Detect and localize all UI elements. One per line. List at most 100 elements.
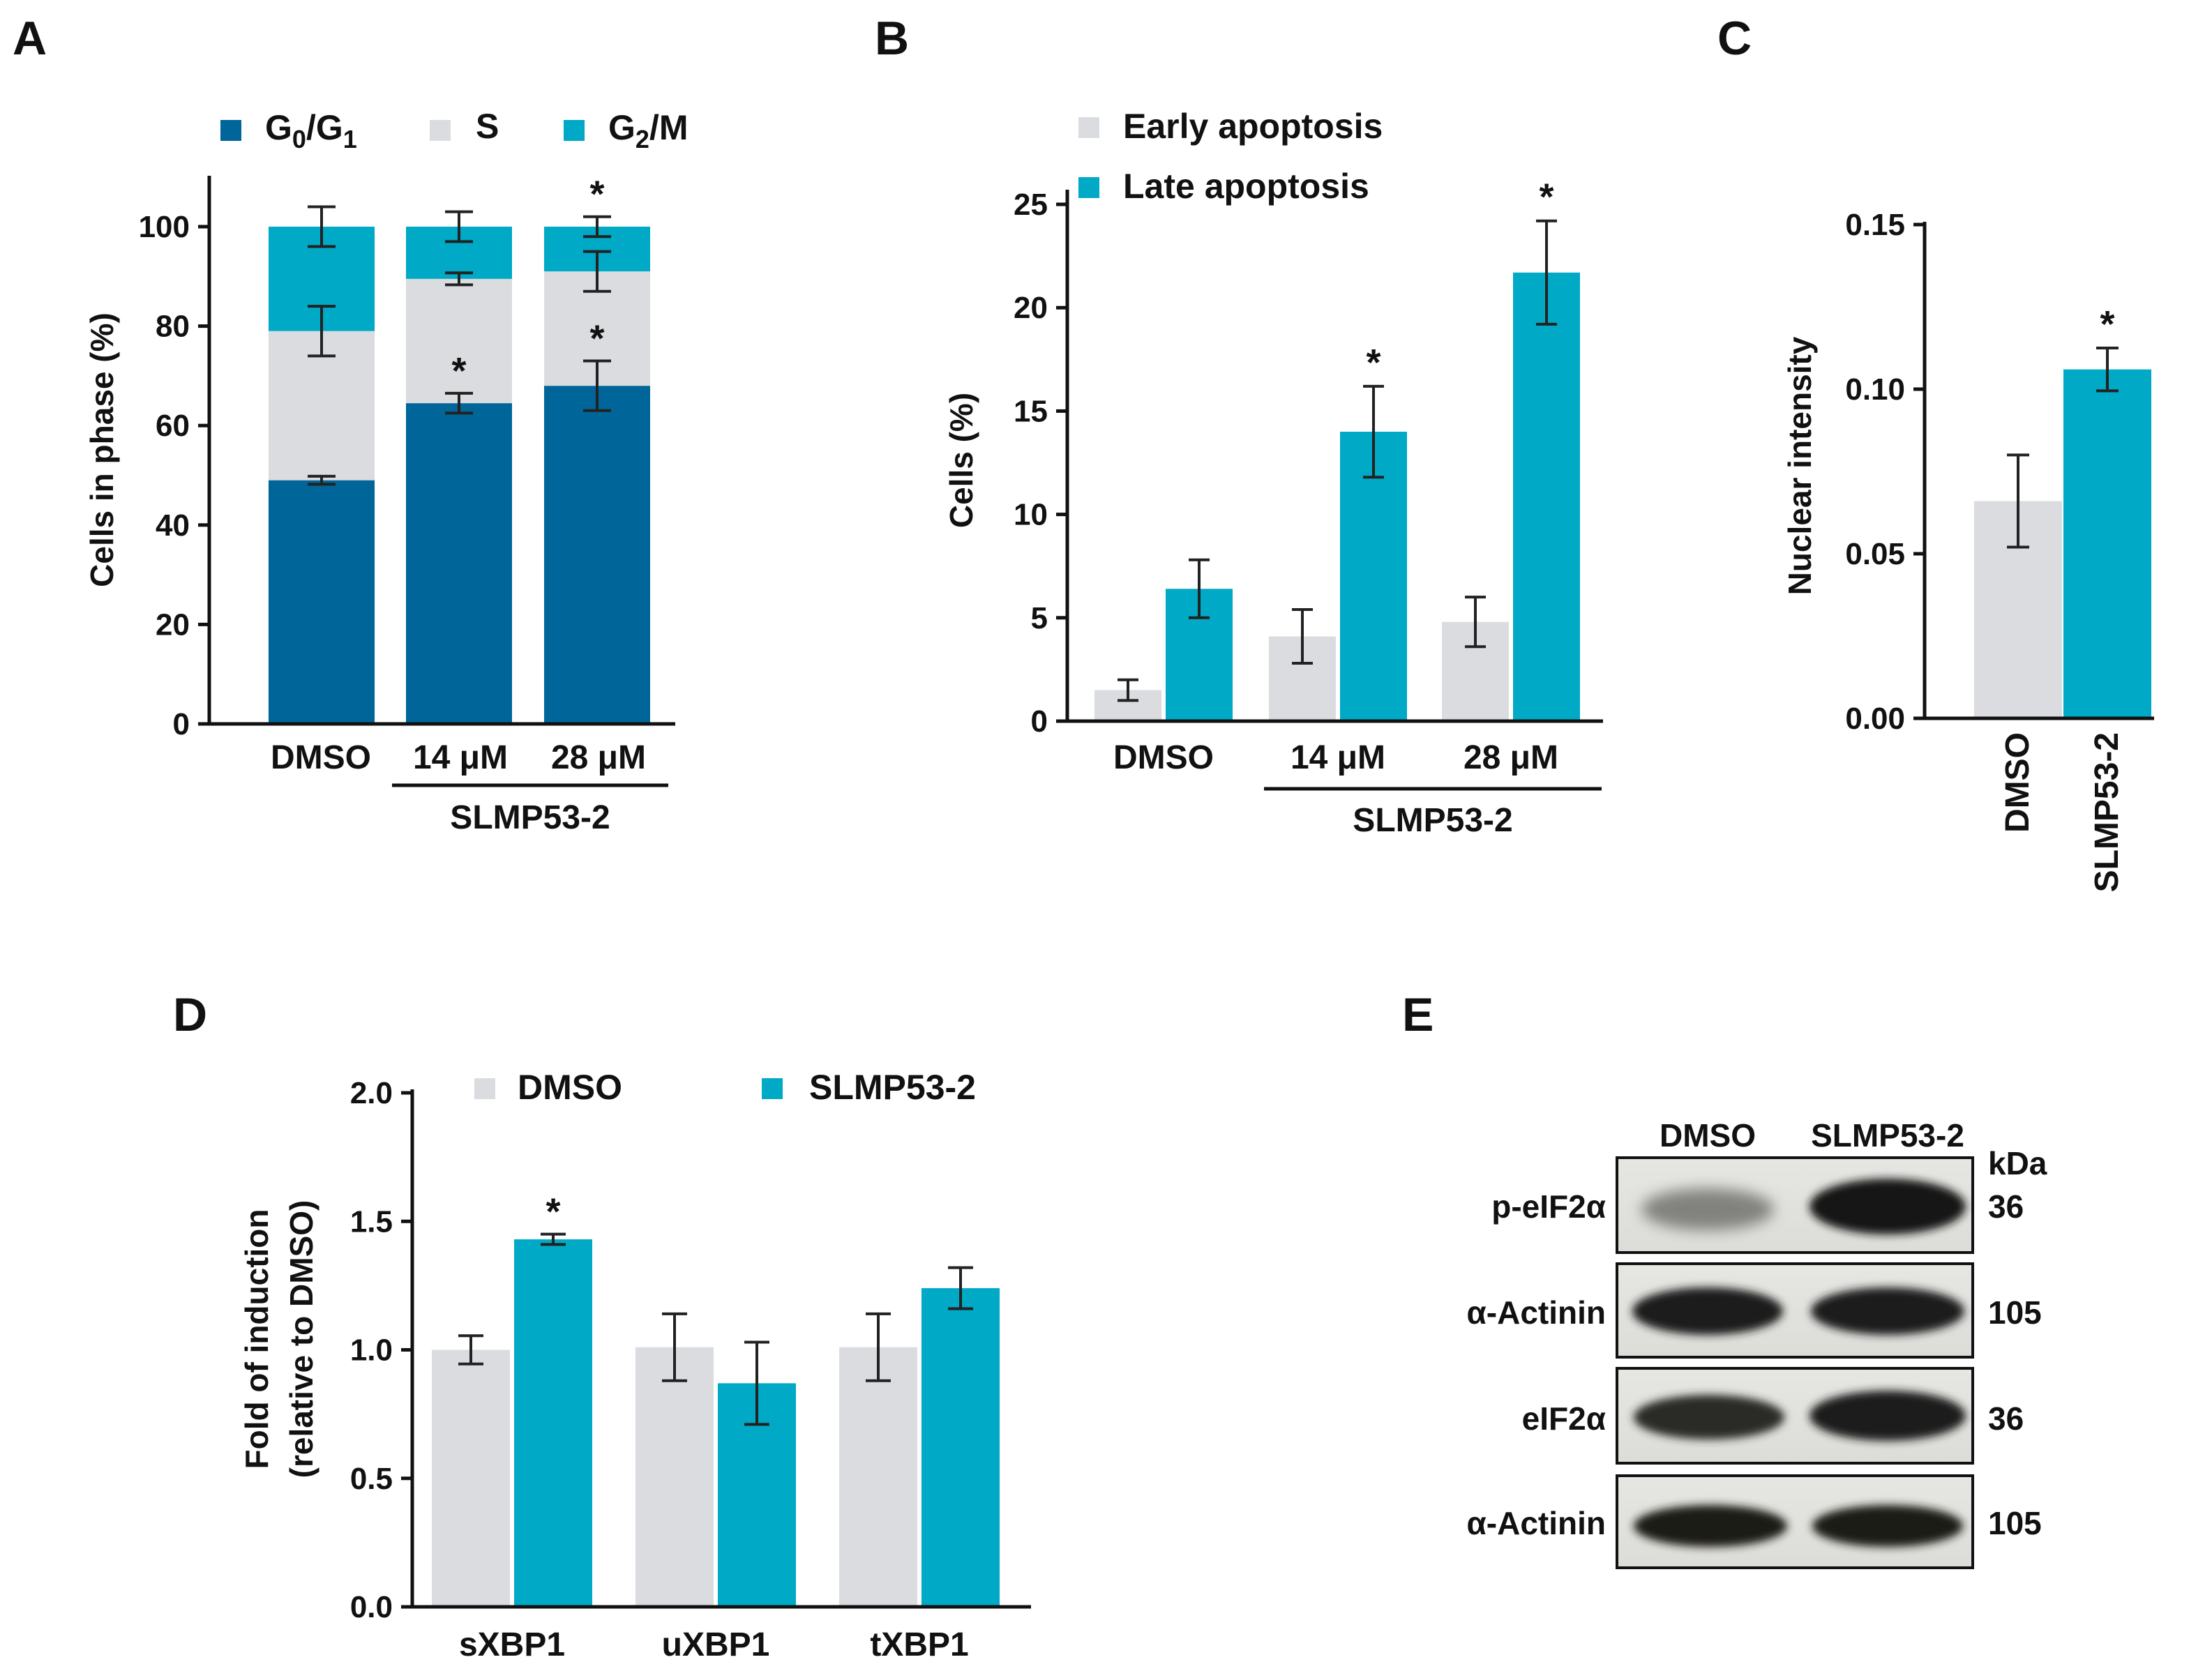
category-label-d-1: uXBP1 xyxy=(662,1626,770,1663)
legend-label-dmso: DMSO xyxy=(518,1068,622,1107)
panel-c-nuclear-intensity-chart: * 0.00 0.05 0.10 0.15 Nuclear intensity DMS… xyxy=(1782,208,2154,892)
legend-label-s: S xyxy=(476,107,499,146)
bars-a: * * * xyxy=(269,174,650,724)
panel-label-e: E xyxy=(1402,988,1434,1041)
error-bar-d-2-1 xyxy=(948,1266,973,1310)
blot-row-label-2: eIF2α xyxy=(1522,1400,1606,1437)
bar-d-2-0 xyxy=(839,1347,917,1607)
bar-a-2-0 xyxy=(544,386,650,724)
blot-band-3-slmp xyxy=(1812,1505,1963,1547)
blot-row-label-3: α-Actinin xyxy=(1467,1505,1606,1541)
blot-row-label-0: p-eIF2α xyxy=(1491,1188,1606,1225)
panel-a-cell-cycle-chart: G0/G1 S G2/M * * * 0 20 40 60 80 100 Cells in p… xyxy=(84,107,688,836)
blot-column-label-1: SLMP53-2 xyxy=(1811,1117,1964,1154)
b-tick-label-3: 15 xyxy=(1014,394,1048,428)
panel-label-c: C xyxy=(1717,12,1752,65)
legend-label-g0g1: G0/G1 xyxy=(265,108,357,153)
bar-d-2-1 xyxy=(921,1288,1000,1607)
bar-a-1-0 xyxy=(406,403,512,724)
bar-a-0-0 xyxy=(269,480,375,724)
error-bar-a-2-0 xyxy=(583,359,611,412)
panel-label-a: A xyxy=(13,12,47,65)
error-bar-b-2-1 xyxy=(1536,219,1557,326)
b-tick-label-1: 5 xyxy=(1031,601,1048,635)
panel-label-d: D xyxy=(173,988,207,1041)
a-tick-label-5: 100 xyxy=(139,210,190,244)
error-bar-d-1-0 xyxy=(662,1312,687,1382)
group-label-b: SLMP53-2 xyxy=(1353,802,1512,839)
error-bar-d-2-0 xyxy=(866,1312,891,1382)
c-tick-label-2: 0.10 xyxy=(1845,372,1905,407)
significance-star-b-2-1: * xyxy=(1539,176,1553,218)
a-tick-label-4: 80 xyxy=(156,310,190,344)
a-tick-label-0: 0 xyxy=(173,707,190,741)
blot-strip-2 xyxy=(1616,1367,1974,1465)
a-tick-label-3: 60 xyxy=(156,409,190,443)
bars-d: * xyxy=(432,1191,1000,1607)
bars-c: * xyxy=(1974,303,2151,718)
bar-a-1-1 xyxy=(406,278,512,404)
error-bar-a-0-0 xyxy=(308,474,336,486)
legend-a: G0/G1 S G2/M xyxy=(220,107,688,153)
d-tick-label-0: 0.0 xyxy=(350,1590,393,1624)
category-label-a-1: 14 μM xyxy=(413,739,508,776)
blot-column-label-0: DMSO xyxy=(1660,1117,1756,1154)
c-tick-label-1: 0.05 xyxy=(1845,537,1905,571)
error-bar-d-0-0 xyxy=(458,1334,483,1366)
blot-unit-label: kDa xyxy=(1988,1145,2047,1181)
category-label-d-0: sXBP1 xyxy=(459,1626,565,1663)
significance-star-d-0-1: * xyxy=(546,1191,560,1233)
ticks-d: 0.0 0.5 1.0 1.5 2.0 xyxy=(350,1076,412,1624)
blot-row-label-1: α-Actinin xyxy=(1467,1294,1606,1331)
d-tick-label-4: 2.0 xyxy=(350,1076,393,1110)
b-tick-label-0: 0 xyxy=(1031,704,1048,739)
error-bar-b-1-0 xyxy=(1292,607,1313,665)
blot-strip-1 xyxy=(1616,1262,1974,1359)
significance-star-b-1-1: * xyxy=(1366,342,1380,384)
blot-kda-2: 36 xyxy=(1988,1400,2024,1437)
category-label-b-0: DMSO xyxy=(1113,739,1214,776)
error-bar-a-1-1 xyxy=(445,271,473,287)
category-label-c-1: SLMP53-2 xyxy=(2089,732,2126,892)
y-axis-title-b: Cells (%) xyxy=(943,393,979,528)
blot-band-2-dmso xyxy=(1634,1395,1784,1439)
category-label-a-0: DMSO xyxy=(271,739,371,776)
blot-band-0-dmso xyxy=(1641,1188,1774,1230)
blot-band-2-slmp xyxy=(1810,1391,1966,1441)
bar-c-1 xyxy=(2063,369,2151,718)
d-tick-label-2: 1.0 xyxy=(350,1333,393,1368)
ticks-c: 0.00 0.05 0.10 0.15 xyxy=(1845,208,1925,736)
error-bar-a-1-0 xyxy=(445,391,473,415)
bars-b: ** xyxy=(1094,176,1580,721)
legend-swatch-g0g1 xyxy=(220,120,241,141)
ticks-a: 0 20 40 60 80 100 xyxy=(139,210,209,741)
category-label-b-2: 28 μM xyxy=(1464,739,1558,776)
panel-d-xbp1-chart: DMSO SLMP53-2 * 0.0 0.5 1.0 1.5 2.0 Fold of … xyxy=(239,1068,1031,1663)
category-label-a-2: 28 μM xyxy=(551,739,646,776)
bar-d-0-1 xyxy=(514,1239,592,1607)
legend-swatch-early xyxy=(1078,117,1099,138)
group-label-a: SLMP53-2 xyxy=(450,799,610,836)
blot-band-3-dmso xyxy=(1634,1505,1787,1547)
panel-b-apoptosis-chart: Early apoptosis Late apoptosis ** 051015… xyxy=(943,107,1603,839)
blot-band-0-slmp xyxy=(1810,1179,1966,1234)
legend-label-slmp: SLMP53-2 xyxy=(809,1068,976,1107)
b-tick-label-5: 25 xyxy=(1014,188,1048,222)
significance-star-c-1: * xyxy=(2100,303,2114,345)
blot-strip-0 xyxy=(1616,1156,1974,1254)
blot-band-1-slmp xyxy=(1811,1287,1964,1335)
blot-kda-3: 105 xyxy=(1988,1505,2042,1541)
legend-label-g2m: G2/M xyxy=(608,108,688,153)
legend-swatch-g2m xyxy=(564,120,585,141)
legend-swatch-late xyxy=(1078,177,1099,198)
a-tick-label-2: 40 xyxy=(156,508,190,543)
y-axis-title-d-line1: Fold of induction xyxy=(239,1209,275,1469)
category-label-b-1: 14 μM xyxy=(1291,739,1385,776)
legend-label-late: Late apoptosis xyxy=(1123,167,1369,206)
error-bar-b-0-0 xyxy=(1118,678,1138,702)
error-bar-b-0-1 xyxy=(1189,558,1210,619)
a-tick-label-1: 20 xyxy=(156,607,190,642)
error-bar-b-2-0 xyxy=(1465,596,1486,649)
error-bar-a-0-1 xyxy=(308,305,336,358)
